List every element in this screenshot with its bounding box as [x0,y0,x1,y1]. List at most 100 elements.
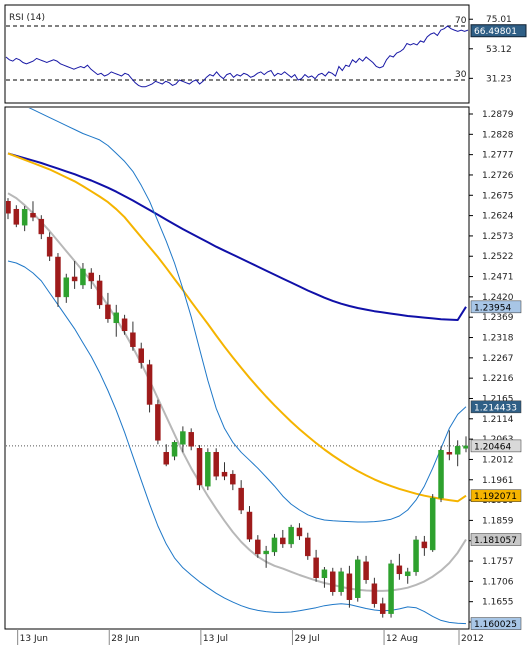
price-axis-label: 1.2369 [482,313,514,323]
candle-down [363,561,369,581]
candle-down [130,332,136,347]
candle-up [413,539,419,573]
candle-up [205,452,211,487]
price-axis-label: 1.2012 [482,455,514,465]
price-axis-label: 1.2165 [482,394,514,404]
ma100-value-tag-label: 1.192071 [474,492,517,502]
candle-up [113,312,120,324]
rsi-level-label: 30 [455,70,467,80]
candle-down [146,364,153,405]
rsi-axis-label: 75.01 [486,15,512,25]
candle-up [463,445,468,449]
candle-down [396,565,403,575]
candle-up [180,431,186,445]
candle-down [46,236,53,257]
date-axis-label: 12 Aug [386,634,418,644]
candle-up [404,571,411,577]
candle-down [346,573,353,600]
candle-up [429,497,436,551]
candle-down [305,537,311,557]
ma50-value-tag-label: 1.181057 [474,536,517,546]
date-axis-label: 2012 [461,634,484,644]
rsi-axis-label: 53.12 [486,45,512,55]
price-axis-label: 1.1859 [482,516,514,526]
price-axis-label: 1.2675 [482,191,514,201]
price-axis-label: 1.2828 [482,130,514,140]
rsi-line [5,25,469,88]
candle-up [21,208,28,226]
date-axis-label: 29 Jul [294,634,319,644]
bollinger-lower-tag-label: 1.160025 [474,620,517,630]
candle-up [388,563,394,614]
date-axis-label: 28 Jun [111,634,139,644]
candle-up [438,450,444,499]
price-axis-label: 1.2777 [482,151,514,161]
rsi-layer: 70 30 [5,16,469,88]
price-axis-label: 1.2267 [482,354,514,364]
candle-down [138,348,144,363]
rsi-level-label: 70 [455,16,467,26]
candle-up [63,277,70,298]
candle-down [121,318,128,331]
price-axis-label: 1.2573 [482,232,514,242]
candle-down [246,511,253,540]
ma50-value-tag [470,533,522,546]
candle-down [313,557,319,579]
ma200-value-tag [470,300,522,314]
candle-down [421,541,428,549]
candle-up [288,526,294,545]
candle-up [338,571,344,592]
candle-down [371,583,378,604]
candle-down [330,571,336,592]
candle-down [188,432,194,447]
candle-down [155,404,161,441]
price-axis-label: 1.1961 [482,476,514,486]
main-layer [6,108,468,625]
bollinger-lower-tag [470,617,522,630]
candle-up [271,537,278,553]
price-axis-label: 1.1757 [482,557,514,567]
candle-down [96,280,103,306]
candle-up [171,442,178,457]
candle-up [80,268,86,286]
date-axis-label: 13 Jun [20,634,48,644]
bollinger-upper-tag [470,400,522,414]
candle-down [55,256,61,298]
price-axis-label: 1.1706 [482,577,514,587]
candle-down [238,487,244,511]
candle-down [296,527,303,537]
price-axis-label: 1.2726 [482,171,514,181]
candle-down [230,473,236,485]
main-panel-frame [4,106,470,630]
ma200-value-tag-label: 1.23954 [474,303,511,313]
rsi-value-label: 66.49801 [474,27,517,37]
rsi-panel-frame [4,4,470,104]
bollinger-upper-tag-label: 1.214433 [474,403,517,413]
price-axis-label: 1.1655 [482,598,514,608]
moving-average-100-line [7,152,467,503]
price-axis-label: 1.2318 [482,334,514,344]
candle-down [255,539,261,555]
price-axis-label: 1.2420 [482,293,514,303]
candle-down [13,208,20,225]
candle-down [379,603,386,614]
candle-down [221,471,228,477]
candle-up [263,550,269,555]
price-axis-label: 1.2879 [482,110,514,120]
candle-up [354,559,361,598]
bollinger-upper-line [28,108,467,523]
candle-down [280,537,286,545]
date-axis-label: 13 Jul [203,634,228,644]
candle-down [446,452,453,455]
candle-down [196,448,203,486]
current-price-tag [470,439,522,453]
current-price-label: 1.20464 [474,442,511,452]
candle-down [88,272,95,282]
candle-down [38,218,45,235]
rsi-axis-label: 31.23 [486,74,512,84]
ma100-value-tag [470,489,522,502]
candle-down [105,304,111,320]
price-axis-label: 1.2114 [482,415,514,425]
candle-down [6,201,11,214]
